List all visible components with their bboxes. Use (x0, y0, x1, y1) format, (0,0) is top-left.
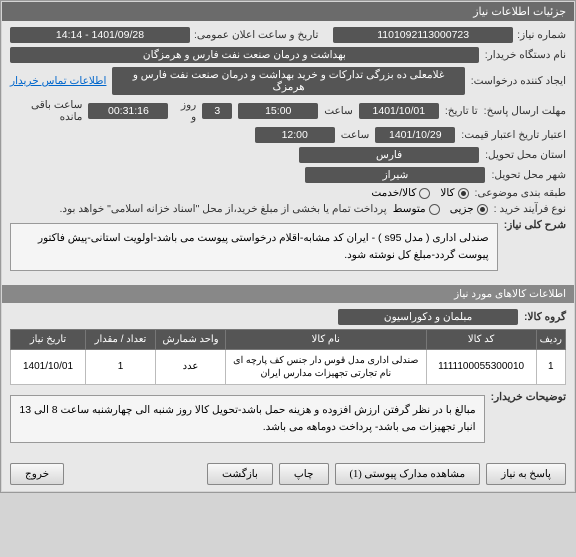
reply-button[interactable]: پاسخ به نیاز (486, 463, 566, 485)
cell-idx: 1 (536, 349, 565, 385)
cell-unit: عدد (156, 349, 226, 385)
back-button[interactable]: بازگشت (207, 463, 273, 485)
radio-icon (458, 188, 469, 199)
goods-group-label: گروه کالا: (524, 311, 566, 323)
goods-info-header: اطلاعات کالاهای مورد نیاز (2, 285, 574, 303)
price-valid-date: 1401/10/29 (375, 127, 455, 143)
close-button[interactable]: خروج (10, 463, 64, 485)
price-valid-label: اعتبار تاریخ اعتبار قیمت: (461, 129, 566, 141)
payment-note: پرداخت تمام یا بخشی از مبلغ خرید،از محل … (60, 203, 387, 215)
city-value: شیراز (305, 167, 485, 183)
th-idx: ردیف (536, 329, 565, 349)
goods-table: ردیف کد کالا نام کالا واحد شمارش تعداد /… (10, 329, 566, 386)
category-radio-kala-khedmat[interactable]: کالا/خدمت (371, 187, 430, 199)
category-opt-1: کالا/خدمت (371, 187, 416, 199)
buyer-notes-value: مبالغ با در نظر گرفتن ارزش افزوده و هزین… (10, 395, 485, 443)
buyer-org-label: نام دستگاه خریدار: (485, 49, 566, 61)
reply-deadline-label: مهلت ارسال پاسخ: (484, 105, 566, 117)
province-label: استان محل تحویل: (485, 149, 566, 161)
cell-date: 1401/10/01 (11, 349, 86, 385)
until-label: تا تاریخ: (445, 105, 478, 117)
request-creator-label: ایجاد کننده درخواست: (471, 75, 566, 87)
cell-qty: 1 (86, 349, 156, 385)
print-button[interactable]: چاپ (279, 463, 329, 485)
buyer-org-value: بهداشت و درمان صنعت نفت فارس و هرمزگان (10, 47, 479, 63)
category-label: طبقه بندی موضوعی: (475, 187, 566, 199)
need-no-label: شماره نیاز: (517, 29, 566, 41)
announce-dt-label: تاریخ و ساعت اعلان عمومی: (194, 29, 318, 41)
saat-label-2: ساعت (341, 129, 370, 141)
buy-process-radio-jozi[interactable]: جزیی (450, 203, 488, 215)
cell-name: صندلی اداری مدل قوس دار جنس کف پارچه ای … (226, 349, 427, 385)
radio-icon (419, 188, 430, 199)
reply-date-value: 1401/10/01 (359, 103, 439, 119)
th-name: نام کالا (226, 329, 427, 349)
days-suffix-label: ساعت باقی مانده (10, 99, 82, 123)
cell-code: 1111100055300010 (426, 349, 536, 385)
th-code: کد کالا (426, 329, 536, 349)
th-date: تاریخ نیاز (11, 329, 86, 349)
table-row[interactable]: 1 1111100055300010 صندلی اداری مدل قوس د… (11, 349, 566, 385)
price-valid-time: 12:00 (255, 127, 335, 143)
attachments-button[interactable]: مشاهده مدارک پیوستی (1) (335, 463, 481, 485)
category-radio-kala[interactable]: کالا (440, 187, 468, 199)
buy-process-label: نوع فرآیند خرید : (494, 203, 566, 215)
th-unit: واحد شمارش (156, 329, 226, 349)
days-mid-label: روز و (174, 99, 196, 123)
province-value: فارس (299, 147, 479, 163)
main-header: جزئیات اطلاعات نیاز (2, 2, 574, 21)
radio-icon (429, 204, 440, 215)
time-remain-value: 00:31:16 (88, 103, 168, 119)
reply-time-value: 15:00 (238, 103, 318, 119)
announce-dt-value: 1401/09/28 - 14:14 (10, 27, 190, 43)
buy-process-opt-1: متوسط (393, 203, 426, 215)
days-value: 3 (202, 103, 232, 119)
category-opt-0: کالا (440, 187, 454, 199)
contact-link[interactable]: اطلاعات تماس خریدار (10, 75, 106, 87)
request-creator-value: غلامعلی ده بزرگی تدارکات و خرید بهداشت و… (112, 67, 464, 95)
goods-group-value: مبلمان و دکوراسیون (338, 309, 518, 325)
buy-process-radio-motavaset[interactable]: متوسط (393, 203, 440, 215)
radio-icon (477, 204, 488, 215)
buy-process-radio-group: جزیی متوسط (393, 203, 488, 215)
buyer-notes-label: توضیحات خریدار: (491, 391, 566, 403)
saat-label-1: ساعت (324, 105, 353, 117)
overall-desc-label: شرح کلی نیاز: (504, 219, 566, 231)
city-label: شهر محل تحویل: (491, 169, 566, 181)
overall-desc-value: صندلی اداری ( مدل s95 ) - ایران کد مشابه… (10, 223, 498, 271)
buy-process-opt-0: جزیی (450, 203, 474, 215)
th-qty: تعداد / مقدار (86, 329, 156, 349)
need-no-value: 1101092113000723 (333, 27, 513, 43)
footer-toolbar: پاسخ به نیاز مشاهده مدارک پیوستی (1) چاپ… (2, 457, 574, 491)
category-radio-group: کالا کالا/خدمت (371, 187, 468, 199)
